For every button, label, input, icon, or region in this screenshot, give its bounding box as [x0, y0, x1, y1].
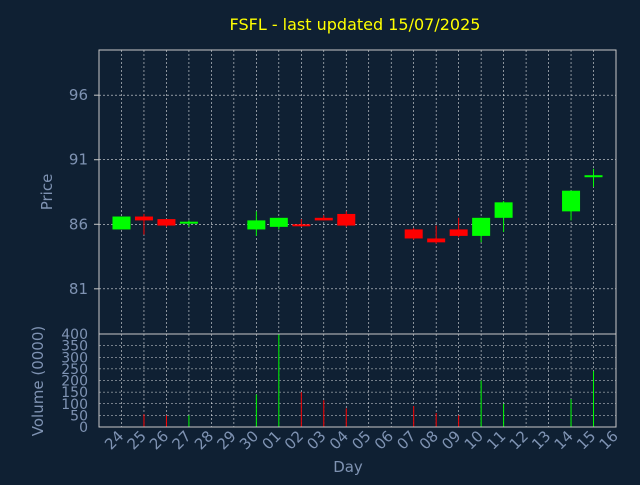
candle-body [449, 229, 468, 236]
price-tick-label: 96 [69, 86, 88, 104]
candle-04 [337, 211, 356, 227]
volume-axis-label: Volume (0000) [29, 326, 47, 436]
price-grid [99, 50, 616, 334]
volume-tick-label: 100 [61, 397, 88, 413]
candle-body [314, 217, 333, 221]
volume-tick-label: 250 [61, 362, 88, 378]
candle-body [157, 219, 176, 226]
candle-body [584, 175, 603, 178]
chart-title: FSFL - last updated 15/07/2025 [230, 15, 481, 34]
candle-10 [472, 217, 491, 243]
price-candles [112, 168, 603, 244]
candle-body [562, 190, 581, 212]
candle-08 [427, 225, 446, 244]
volume-tick-label: 300 [61, 350, 88, 366]
candle-01 [269, 217, 288, 230]
candle-body [247, 220, 266, 230]
candle-body [337, 213, 356, 226]
volume-panel-frame [98, 333, 617, 428]
candle-02 [292, 219, 311, 227]
volume-bars [143, 334, 595, 427]
price-axis-ticks: 81 86 91 96 [69, 86, 99, 298]
price-tick-label: 86 [69, 215, 88, 233]
candle-body [292, 224, 311, 227]
volume-grid [99, 334, 616, 427]
candle-body [179, 221, 198, 224]
candle-15 [584, 168, 603, 187]
candle-body [494, 202, 513, 218]
candle-body [427, 238, 446, 243]
candle-body [269, 217, 288, 227]
candle-11 [494, 201, 513, 233]
candle-body [472, 217, 491, 236]
candle-26 [157, 219, 176, 227]
candle-24 [112, 216, 131, 230]
candle-07 [404, 228, 423, 240]
volume-tick-label: 200 [61, 374, 88, 390]
candle-30 [247, 211, 266, 236]
volume-tick-label: 0 [79, 420, 88, 436]
x-axis-ticks: 2425262728293001020304050607080910111213… [101, 427, 622, 453]
x-tick-label: 16 [596, 427, 622, 453]
price-tick-label: 91 [69, 151, 88, 169]
candle-25 [134, 213, 153, 235]
volume-tick-label: 150 [61, 385, 88, 401]
candle-14 [562, 190, 581, 221]
price-axis-label: Price [38, 174, 56, 211]
candle-27 [179, 220, 198, 227]
volume-tick-label: 400 [61, 327, 88, 343]
candle-body [404, 229, 423, 239]
x-axis-label: Day [333, 458, 363, 476]
candle-09 [449, 217, 468, 238]
price-panel-frame [98, 49, 617, 335]
volume-tick-label: 350 [61, 339, 88, 355]
price-tick-label: 81 [69, 280, 88, 298]
candle-body [112, 216, 131, 230]
candle-body [134, 216, 153, 221]
candle-03 [314, 215, 333, 221]
volume-tick-label: 50 [70, 408, 88, 424]
